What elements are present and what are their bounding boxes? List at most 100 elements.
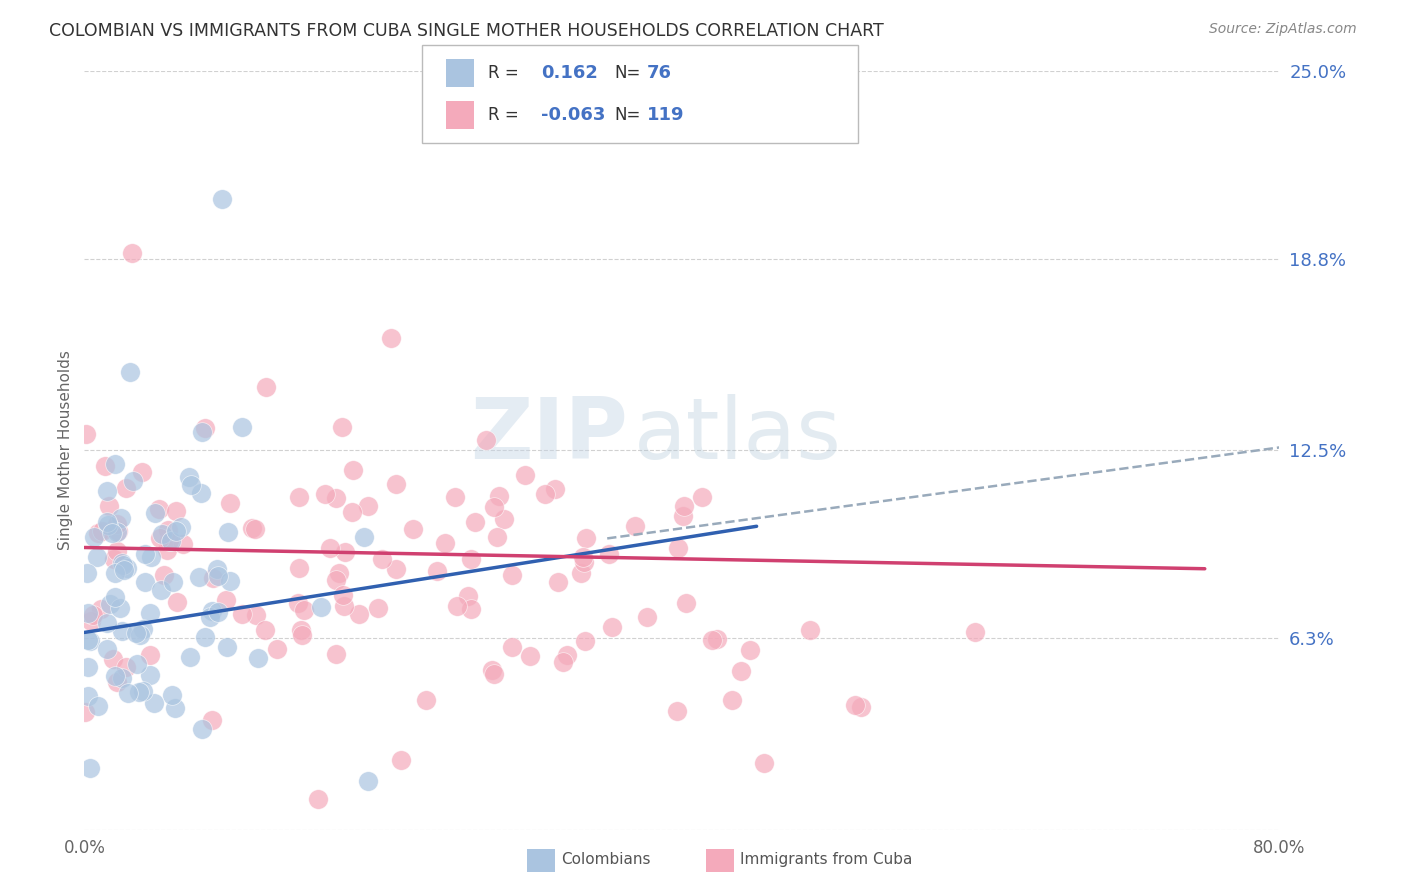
Point: [107, 524, 129, 538]
Y-axis label: Single Mother Households: Single Mother Households: [58, 351, 73, 550]
Point: [357, 499, 380, 513]
Point: [139, 648, 162, 662]
Point: [287, 560, 309, 574]
Point: [201, 714, 224, 728]
Point: [720, 692, 742, 706]
Point: [190, 425, 212, 440]
Point: [214, 592, 236, 607]
Point: [357, 774, 380, 789]
Point: [333, 599, 356, 614]
Point: [132, 622, 155, 636]
Point: [460, 552, 482, 566]
Point: [245, 608, 267, 623]
Point: [342, 463, 364, 477]
Point: [132, 683, 155, 698]
Point: [211, 192, 233, 206]
Point: [965, 625, 987, 640]
Point: [844, 698, 866, 712]
Point: [254, 379, 277, 393]
Text: -0.063: -0.063: [541, 106, 606, 124]
Point: [115, 660, 138, 674]
Point: [115, 481, 138, 495]
Point: [534, 487, 557, 501]
Point: [571, 550, 593, 565]
Point: [157, 533, 180, 548]
Point: [353, 530, 375, 544]
Point: [112, 563, 135, 577]
Point: [553, 656, 575, 670]
Point: [434, 536, 457, 550]
Point: [145, 506, 167, 520]
Point: [190, 486, 212, 500]
Point: [740, 642, 762, 657]
Point: [110, 511, 132, 525]
Point: [194, 630, 217, 644]
Point: [180, 477, 202, 491]
Point: [111, 671, 134, 685]
Point: [111, 558, 134, 573]
Point: [666, 541, 689, 555]
Text: ZIP: ZIP: [471, 393, 628, 477]
Point: [291, 628, 314, 642]
Point: [569, 566, 592, 580]
Point: [217, 525, 239, 540]
Point: [287, 596, 309, 610]
Point: [347, 607, 370, 621]
Point: [157, 523, 180, 537]
Point: [231, 607, 253, 622]
Point: [103, 590, 125, 604]
Point: [598, 547, 620, 561]
Point: [415, 693, 437, 707]
Point: [121, 475, 143, 489]
Point: [849, 700, 872, 714]
Point: [325, 647, 347, 661]
Point: [385, 562, 408, 576]
Point: [143, 697, 166, 711]
Point: [231, 420, 253, 434]
Point: [380, 331, 402, 345]
Point: [73, 705, 96, 719]
Point: [501, 640, 523, 654]
Point: [76, 566, 98, 580]
Point: [104, 457, 127, 471]
Point: [148, 502, 170, 516]
Point: [76, 660, 98, 674]
Point: [215, 640, 238, 654]
Point: [87, 526, 110, 541]
Point: [111, 624, 134, 638]
Text: N=: N=: [614, 106, 641, 124]
Point: [328, 566, 350, 581]
Point: [446, 599, 468, 614]
Point: [367, 600, 389, 615]
Point: [555, 648, 578, 663]
Point: [547, 575, 569, 590]
Point: [90, 524, 112, 538]
Point: [290, 624, 312, 638]
Point: [519, 649, 541, 664]
Point: [101, 652, 124, 666]
Point: [240, 521, 263, 535]
Point: [482, 666, 505, 681]
Point: [253, 623, 276, 637]
Point: [482, 500, 505, 514]
Point: [389, 753, 412, 767]
Point: [156, 543, 179, 558]
Point: [163, 701, 186, 715]
Point: [165, 504, 187, 518]
Point: [314, 487, 336, 501]
Point: [79, 761, 101, 775]
Point: [219, 496, 242, 510]
Point: [191, 722, 214, 736]
Point: [311, 600, 333, 615]
Point: [319, 541, 342, 555]
Text: Immigrants from Cuba: Immigrants from Cuba: [740, 853, 912, 867]
Point: [134, 547, 156, 561]
Point: [243, 522, 266, 536]
Point: [515, 468, 537, 483]
Point: [104, 669, 127, 683]
Point: [288, 490, 311, 504]
Point: [325, 573, 347, 587]
Point: [128, 685, 150, 699]
Text: R =: R =: [488, 64, 519, 82]
Point: [247, 650, 270, 665]
